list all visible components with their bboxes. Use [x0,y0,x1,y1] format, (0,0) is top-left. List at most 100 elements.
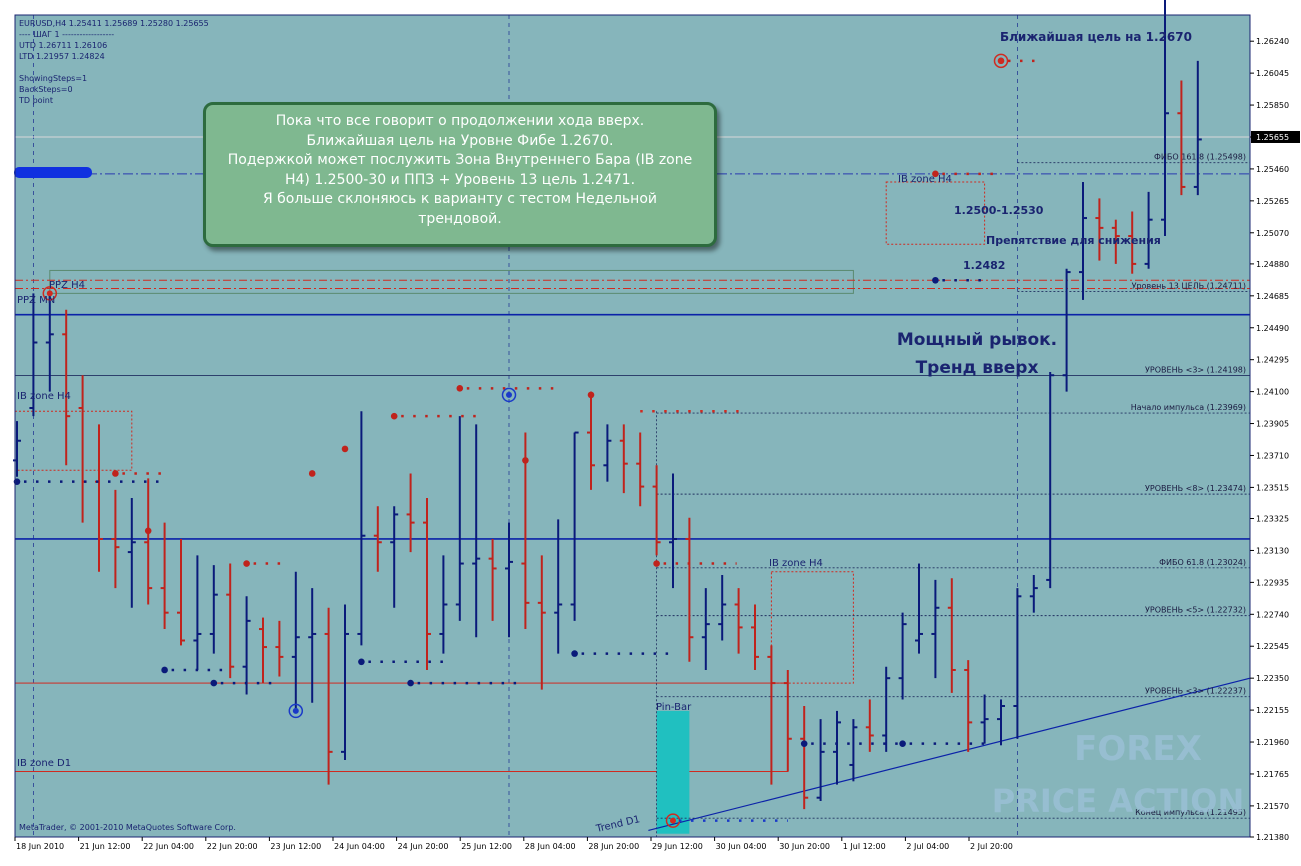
resistance-fractal-dot [522,457,529,464]
ohlc-bar [357,411,366,646]
highlight-marker [14,167,92,178]
time-tick-label: 24 Jun 20:00 [398,842,449,851]
info-line: TD point [18,96,53,105]
resistance-fractal-dot [112,470,119,477]
current-price-label: 1.25655 [1256,133,1289,142]
price-tick-label: 1.25850 [1256,101,1289,110]
ohlc-bar [45,293,54,392]
ohlc-bar [865,699,874,752]
ppz-turning-point [42,286,58,301]
ohlc-bar [439,555,448,654]
info-line: UTD 1.26711 1.26106 [19,41,107,50]
ohlc-bar [291,571,300,711]
zone-label: IB zone H4 [17,391,71,402]
ohlc-bar [947,578,956,693]
ohlc-bar [226,563,235,679]
price-tick-label: 1.22350 [1256,674,1289,683]
copyright-text: MetaTrader, © 2001-2010 MetaQuotes Softw… [19,823,236,832]
ib-range-annotation: 1.2500-1.2530 [954,204,1044,217]
price-axis: 1.26240 1.26045 1.25850 1.25655 1.25460 1.252… [1250,37,1300,842]
obstacle-annotation: Препятствие для снижения [986,234,1161,247]
price-tick-label: 1.23325 [1256,515,1289,524]
level-label: ФИБО 161.8 (1.25498) [1154,153,1246,162]
time-tick-label: 18 Jun 2010 [16,842,64,851]
resistance-fractal-dot [653,560,660,567]
ohlc-bar [751,604,759,670]
pin-bar-turning-point-core [670,817,676,824]
ohlc-bar [1095,198,1104,261]
ohlc-bar [455,416,464,621]
current-price-box [1251,130,1300,143]
ohlc-bar [636,432,645,507]
watermark-line-2: PRICE ACTION [992,782,1244,820]
ohlc-bar [1046,371,1055,589]
resistance-fractal-dot [243,560,250,567]
ohlc-bar [669,473,677,589]
price-tick-label: 1.21570 [1256,802,1289,811]
ohlc-bar [373,506,382,572]
time-tick-label: 30 Jun 04:00 [716,842,767,851]
time-tick-label: 29 Jun 12:00 [652,842,703,851]
price-tick-label: 1.26240 [1256,37,1289,46]
ohlc-bar [603,424,612,482]
ohlc-bar [767,645,776,785]
ohlc-bar [324,607,333,785]
info-line: LTD 1.21957 1.24824 [19,52,105,61]
level-label: УРОВЕНЬ <3> (1.24198) [1145,366,1246,375]
ohlc-bar [127,498,136,608]
ohlc-bar [472,424,481,638]
zone-label: PPZ H4 [49,280,85,291]
ohlc-bar [144,478,153,605]
comment-line: Подержкой может послужить Зона Внутренне… [227,152,693,168]
ohlc-bar [701,588,710,670]
ohlc-bar [111,489,120,589]
impulse-annotation-2: Тренд вверх [916,358,1039,378]
support-fractal-dot [571,650,578,657]
trend-line-d1 [648,677,1251,832]
mid-turning-point-core [506,391,512,398]
ohlc-bar [62,309,71,466]
ohlc-bar [980,694,989,744]
price-tick-label: 1.22935 [1256,578,1289,587]
ohlc-bar [833,710,841,785]
ohlc-bar [160,522,169,630]
price-tick-label: 1.21380 [1256,833,1289,842]
time-tick-label: 21 Jun 12:00 [80,842,131,851]
comment-line: трендовой. [418,210,502,227]
time-axis: 18 Jun 2010 21 Jun 12:00 22 Jun 04:00 22 Ju… [14,837,1013,851]
impulse-annotation-1: Мощный рывок. [897,330,1057,350]
time-tick-label: 25 Jun 12:00 [461,842,512,851]
support-fractal-dot [800,740,808,747]
resistance-fractal-dot [932,170,939,178]
level-label: УРОВЕНЬ <5> (1.22732) [1145,606,1246,615]
ohlc-bar [685,517,694,662]
level-label: УРОВЕНЬ <8> (1.23474) [1145,484,1246,493]
resistance-fractal-dot [308,470,316,477]
ohlc-bar [390,506,399,608]
ohlc-bar [1013,588,1022,739]
ohlc-bar [1079,182,1087,300]
price-tick-label: 1.24100 [1256,388,1289,397]
price-tick-label: 1.26045 [1256,69,1289,78]
ib-zone-h4-mid-box [770,571,854,684]
level-label: Уровень 13 ЦЕЛЬ (1.24711) [1132,282,1246,291]
price-tick-label: 1.22545 [1256,642,1289,651]
low-turning-point-core [292,707,299,714]
ohlc-bar [1161,0,1169,237]
price-tick-label: 1.25265 [1256,197,1289,206]
symbol-info: EURUSD,H4 1.25411 1.25689 1.25280 1.2565… [19,19,209,28]
support-fractal-dot [932,276,939,284]
ohlc-bar [1128,211,1137,274]
ohlc-bar [1062,268,1071,392]
ohlc-bar [177,538,185,646]
plot-border [14,14,1251,838]
ohlc-bar [783,669,792,772]
time-tick-label: 24 Jun 04:00 [334,842,385,851]
support-fractal-dot [210,679,218,687]
analysis-comment-box: Пока что все говорит о продолжении хода … [203,102,717,247]
comment-line: Я больше склоняюсь к варианту с тестом Н… [262,191,658,207]
pin-bar-highlight [656,710,690,834]
price-tick-label: 1.22740 [1256,610,1289,619]
time-tick-label: 1 Jul 12:00 [843,842,886,851]
comment-line: Пока что все говорит о продолжении хода … [275,113,645,129]
